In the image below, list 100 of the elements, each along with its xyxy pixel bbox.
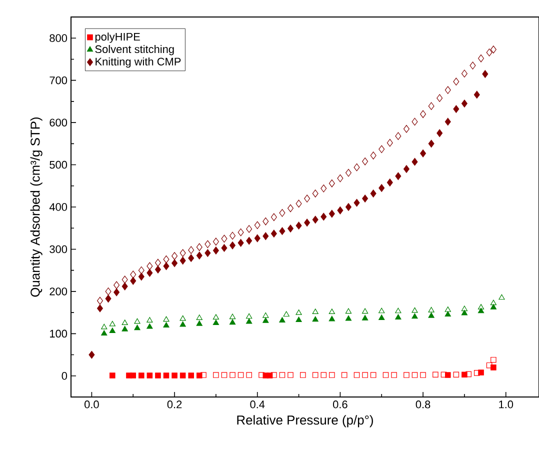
x-tick-label: 0.2 — [167, 400, 182, 408]
point — [114, 281, 120, 289]
point — [163, 322, 170, 328]
point — [466, 371, 472, 378]
point — [180, 321, 186, 327]
point — [130, 270, 136, 278]
point — [134, 324, 140, 330]
point — [453, 372, 460, 378]
point — [300, 372, 306, 378]
point — [370, 372, 376, 378]
point — [180, 315, 186, 321]
point — [163, 262, 170, 270]
point — [395, 172, 402, 180]
point — [382, 372, 389, 378]
point — [138, 266, 144, 274]
point — [312, 190, 318, 198]
point — [109, 320, 116, 326]
point — [304, 218, 310, 227]
x-tick-label: 0.6 — [333, 400, 348, 408]
point — [362, 308, 368, 314]
point — [412, 158, 418, 166]
point — [354, 163, 360, 172]
point — [196, 243, 202, 251]
point — [288, 204, 294, 212]
point — [271, 372, 277, 378]
point — [395, 314, 402, 320]
point — [163, 372, 170, 378]
point — [196, 314, 202, 320]
point — [270, 213, 277, 222]
point — [378, 184, 385, 192]
point — [498, 294, 505, 300]
point — [188, 254, 194, 262]
point — [478, 54, 484, 62]
x-tick-label: 0.8 — [416, 400, 430, 408]
point — [432, 372, 438, 378]
point — [109, 328, 116, 334]
y-tick-label: 300 — [50, 245, 68, 254]
point — [420, 372, 426, 378]
y-tick-label: 500 — [50, 160, 68, 169]
point — [296, 316, 302, 322]
point — [110, 372, 116, 378]
point — [283, 311, 290, 317]
point — [262, 217, 269, 226]
point — [155, 372, 161, 378]
point — [312, 308, 318, 314]
point — [105, 294, 112, 303]
point — [246, 372, 252, 378]
point — [345, 168, 352, 177]
point — [490, 46, 496, 54]
point — [362, 158, 368, 166]
point — [470, 62, 476, 70]
point — [88, 350, 95, 359]
point — [221, 372, 228, 378]
point — [428, 140, 434, 148]
point — [461, 310, 468, 316]
point — [146, 317, 153, 322]
point — [146, 262, 153, 270]
point — [453, 105, 460, 113]
point — [428, 312, 434, 318]
point — [229, 319, 236, 325]
point — [254, 221, 260, 230]
point — [362, 372, 368, 378]
point — [212, 320, 220, 326]
point — [337, 206, 344, 214]
point — [270, 230, 277, 238]
y-tick-label: 700 — [50, 76, 68, 84]
point — [412, 313, 418, 319]
point — [296, 222, 302, 230]
point — [320, 212, 327, 221]
point — [482, 70, 488, 78]
point — [444, 86, 451, 94]
point — [436, 129, 443, 137]
point — [478, 308, 484, 314]
x-tick-label: 0.4 — [250, 400, 265, 408]
y-tick-label: 0 — [62, 372, 68, 380]
point — [246, 318, 252, 324]
point — [188, 246, 194, 254]
point — [378, 145, 385, 154]
point — [461, 70, 468, 78]
point — [490, 356, 496, 363]
point — [362, 194, 368, 202]
y-tick-label: 200 — [50, 288, 68, 296]
point — [354, 372, 360, 378]
x-tick-label: 0.0 — [84, 400, 99, 408]
point — [461, 100, 468, 108]
point — [490, 304, 497, 310]
point — [395, 132, 402, 140]
point — [238, 372, 244, 378]
point — [403, 165, 410, 173]
legend-label: Solvent stitching — [95, 45, 174, 56]
point — [138, 272, 144, 281]
point — [146, 268, 153, 277]
point — [230, 232, 236, 240]
point — [478, 304, 484, 310]
point — [328, 179, 335, 188]
y-tick-label: 100 — [50, 330, 68, 338]
point — [370, 190, 376, 198]
point — [412, 307, 418, 313]
point — [490, 364, 496, 370]
point — [188, 372, 194, 378]
